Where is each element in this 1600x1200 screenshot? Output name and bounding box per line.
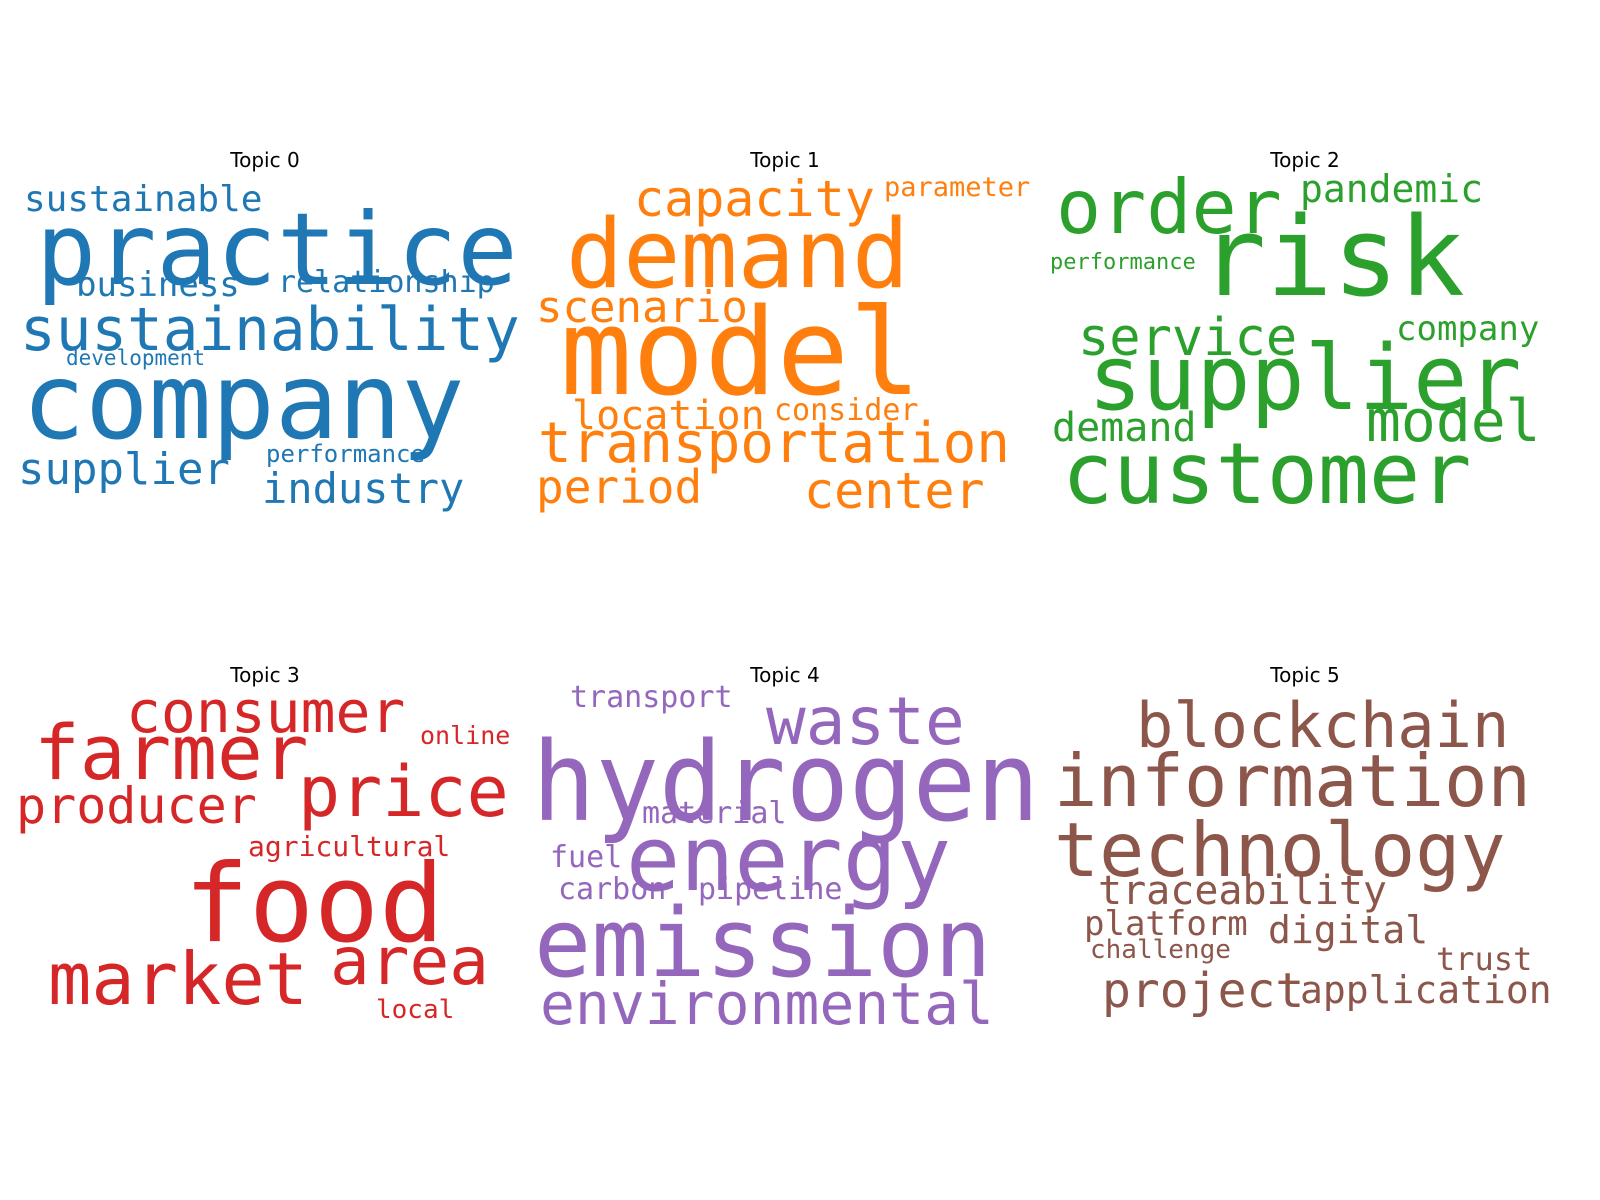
word-platform: platform [1084,904,1248,944]
word-model: model [1366,387,1541,455]
word-risk: risk [1200,193,1465,321]
word-company: company [1396,309,1540,349]
word-material: material [642,796,787,831]
word-online: online [420,721,511,750]
word-transport: transport [570,680,733,715]
word-supplier: supplier [18,444,230,495]
word-area: area [330,923,489,1000]
topic-panel-2: Topic 2 order pandemic performance risk servi… [1050,150,1560,524]
word-agricultural: agricultural [248,830,451,863]
word-service: service [1078,308,1298,368]
word-price: price [298,751,509,833]
word-hydrogen: hydrogen [532,718,1040,846]
word-center: center [804,462,985,520]
word-industry: industry [262,464,465,513]
word-company: company [22,341,465,463]
word-supplier: supplier [1088,326,1522,431]
word-producer: producer [16,777,257,835]
word-pandemic: pandemic [1300,167,1484,211]
word-fuel: fuel [550,840,623,875]
word-capacity: capacity [634,170,875,228]
word-sustainability: sustainability [20,295,520,365]
word-pipeline: pipeline [698,872,843,907]
word-performance: performance [266,440,425,468]
word-technology: technology [1054,806,1506,894]
word-market: market [48,937,309,1021]
word-location: location [572,393,765,439]
word-consider: consider [774,393,919,428]
word-customer: customer [1062,425,1472,524]
topic-title: Topic 0 [230,148,300,172]
word-digital: digital [1268,908,1429,952]
word-trust: trust [1436,940,1533,978]
topic-title: Topic 4 [750,663,820,687]
topic-panel-1: Topic 1 capacity parameter demand scenario mo… [530,150,1040,520]
word-application: application [1300,968,1552,1012]
word-period: period [536,460,703,514]
word-environmental: environmental [540,970,994,1038]
topic-title: Topic 3 [230,663,300,687]
word-performance: performance [1050,250,1196,275]
word-demand: demand [1052,405,1197,451]
topic-panel-3: Topic 3 consumer farmer online producer price… [10,665,520,1035]
word-consumer: consumer [126,678,406,746]
word-transportation: transportation [538,411,1011,476]
word-blockchain: blockchain [1136,689,1510,762]
word-practice: practice [36,191,518,308]
topic-panel-5: Topic 5 blockchain information technology tr… [1050,665,1560,1035]
topic-title: Topic 2 [1270,148,1340,172]
word-waste: waste [766,683,965,760]
topic-title: Topic 5 [1270,663,1340,687]
word-order: order [1056,163,1282,251]
topic-title: Topic 1 [750,148,820,172]
topic-panel-0: Topic 0 practice company sustainability sust… [10,150,520,520]
topic-panel-4: Topic 4 transport waste hydrogen material fue… [530,665,1040,1038]
word-local: local [376,995,455,1025]
word-information: information [1054,739,1531,823]
word-energy: energy [626,807,952,912]
word-emission: emission [534,889,992,999]
word-traceability: traceability [1098,868,1387,914]
word-development: development [66,346,206,370]
word-parameter: parameter [884,172,1031,203]
word-business: business [76,265,240,305]
word-model: model [560,284,922,423]
word-carbon: carbon [558,872,667,907]
word-demand: demand [566,200,910,310]
word-project: project [1102,963,1305,1019]
word-relationship: relationship [278,265,495,300]
word-scenario: scenario [536,282,748,333]
word-sustainable: sustainable [24,179,263,220]
word-farmer: farmer [34,708,309,797]
word-food: food [184,842,445,967]
word-challenge: challenge [1090,935,1231,965]
